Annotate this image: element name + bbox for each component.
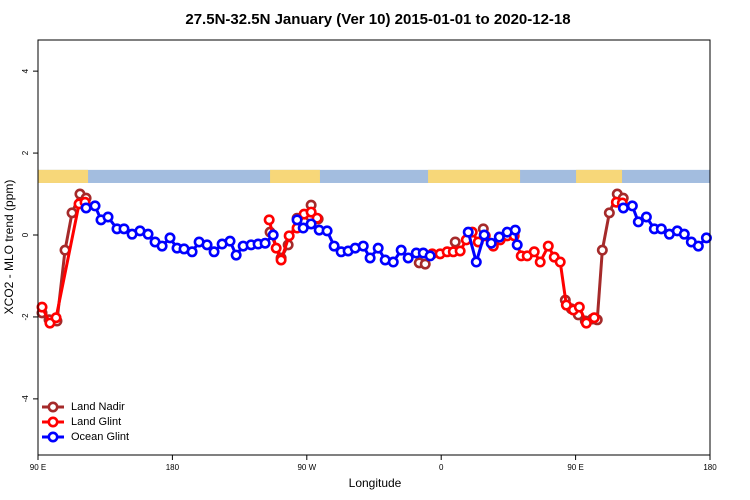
data-point xyxy=(283,230,295,242)
x-tick-label: 0 xyxy=(439,463,444,472)
data-point xyxy=(449,236,461,248)
data-point xyxy=(66,207,78,219)
data-point xyxy=(230,249,242,261)
x-tick-label: 90 E xyxy=(30,463,46,472)
data-point xyxy=(617,202,629,214)
data-point xyxy=(528,246,540,258)
land-strip xyxy=(576,169,623,183)
data-point xyxy=(678,228,690,240)
data-point xyxy=(364,252,376,264)
legend-label: Ocean Glint xyxy=(71,431,129,443)
data-point xyxy=(419,258,431,270)
data-point xyxy=(305,206,317,218)
land-strip xyxy=(270,169,320,183)
data-point xyxy=(387,256,399,268)
land-strip xyxy=(38,169,89,183)
data-point xyxy=(305,218,317,230)
data-point xyxy=(640,211,652,223)
data-point xyxy=(263,214,275,226)
data-point xyxy=(102,211,114,223)
data-point xyxy=(542,240,554,252)
data-point xyxy=(156,240,168,252)
data-point xyxy=(321,225,333,237)
data-point xyxy=(297,222,309,234)
data-point xyxy=(291,214,303,226)
data-point xyxy=(208,246,220,258)
data-point xyxy=(259,237,271,249)
data-point xyxy=(50,312,62,324)
data-point xyxy=(454,245,466,257)
data-point xyxy=(588,312,600,324)
data-point xyxy=(328,240,340,252)
legend-label: Land Glint xyxy=(71,416,121,428)
y-tick-label: 4 xyxy=(21,68,30,73)
legend-marker xyxy=(47,416,59,428)
data-point xyxy=(424,250,436,262)
x-tick-label: 90 E xyxy=(567,463,583,472)
data-point xyxy=(511,239,523,251)
data-point xyxy=(372,242,384,254)
data-point xyxy=(186,246,198,258)
data-point xyxy=(596,244,608,256)
surface-strip xyxy=(38,169,710,183)
legend-marker xyxy=(47,431,59,443)
data-point xyxy=(485,237,497,249)
data-point xyxy=(700,232,712,244)
data-point xyxy=(275,254,287,266)
data-point xyxy=(142,228,154,240)
data-point xyxy=(509,224,521,236)
data-point xyxy=(573,301,585,313)
data-point xyxy=(580,317,592,329)
y-axis-label: XCO2 - MLO trend (ppm) xyxy=(2,180,16,315)
chart-title: 27.5N-32.5N January (Ver 10) 2015-01-01 … xyxy=(185,11,570,28)
data-point xyxy=(357,240,369,252)
data-point xyxy=(554,256,566,268)
x-tick-label: 180 xyxy=(166,463,180,472)
data-point xyxy=(632,216,644,228)
x-tick-label: 180 xyxy=(703,463,717,472)
data-point xyxy=(118,223,130,235)
y-tick-label: 0 xyxy=(21,232,30,237)
data-point xyxy=(478,229,490,241)
data-point xyxy=(395,244,407,256)
data-point xyxy=(692,240,704,252)
y-tick-label: -2 xyxy=(21,313,30,321)
legend-marker xyxy=(47,401,59,413)
plot-frame xyxy=(37,39,711,456)
y-tick-label: 2 xyxy=(21,150,30,155)
data-point xyxy=(270,242,282,254)
data-point xyxy=(626,200,638,212)
data-point xyxy=(603,207,615,219)
data-point xyxy=(89,200,101,212)
plot-marks xyxy=(36,188,712,329)
data-point xyxy=(462,226,474,238)
data-point xyxy=(470,256,482,268)
data-point xyxy=(560,299,572,311)
data-point xyxy=(80,202,92,214)
data-point xyxy=(493,231,505,243)
x-tick-label: 90 W xyxy=(297,463,316,472)
legend-label: Land Nadir xyxy=(71,401,125,413)
data-point xyxy=(534,256,546,268)
data-point xyxy=(224,235,236,247)
data-point xyxy=(402,252,414,264)
data-point xyxy=(267,229,279,241)
x-axis-label: Longitude xyxy=(349,476,402,490)
data-point xyxy=(655,223,667,235)
land-strip xyxy=(428,169,521,183)
data-point xyxy=(36,301,48,313)
y-tick-label: -4 xyxy=(21,395,30,403)
data-point xyxy=(164,232,176,244)
data-point xyxy=(201,239,213,251)
ocean-strip xyxy=(38,169,710,183)
